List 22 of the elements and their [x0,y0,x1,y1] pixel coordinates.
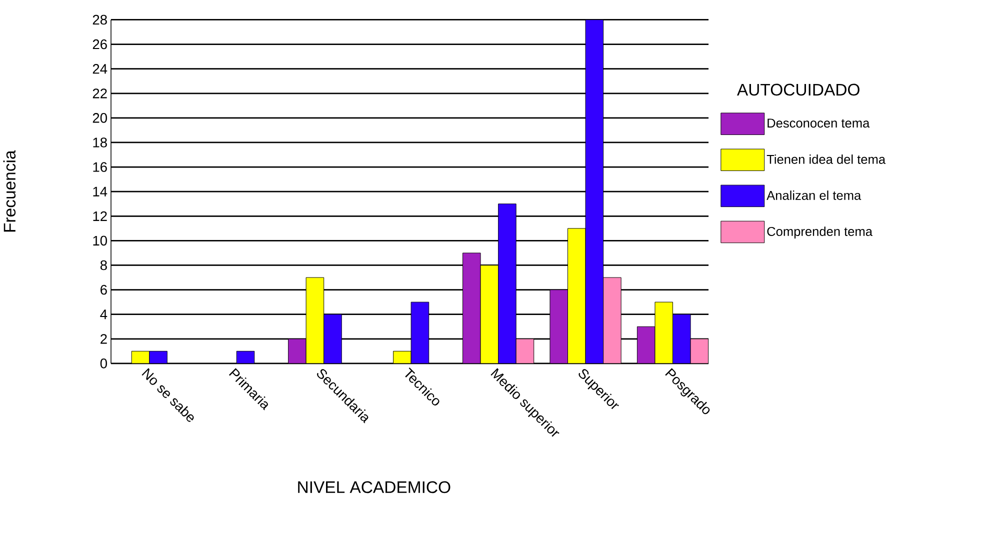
legend-label: Analizan el tema [766,190,862,200]
x-axis-title: NIVEL ACADEMICO [298,481,450,494]
legend-label: Tienen idea del tema [766,154,886,164]
y-tick-label: 26 [92,39,107,50]
y-tick-label: 2 [100,334,107,344]
legend-label: Desconocen tema [768,118,870,128]
legend-title: AUTOCUIDADO [736,84,860,96]
y-tick-label: 22 [92,88,107,98]
y-tick-label: 8 [100,260,107,270]
y-tick-label: 12 [93,211,107,221]
y-tick-label: 0 [100,358,107,368]
y-tick-label: 16 [93,162,107,172]
y-tick-label: 10 [93,236,107,246]
y-axis-title: Frecuencia [3,150,16,232]
y-tick-label: 4 [100,310,108,320]
y-tick-label: 6 [100,284,107,295]
legend-label: Comprenden tema [767,226,872,239]
y-tick-label: 18 [93,138,107,148]
y-tick-label: 14 [93,186,108,196]
y-tick-label: 28 [92,14,107,25]
y-tick-label: 20 [92,113,107,123]
y-tick-label: 24 [92,64,108,74]
